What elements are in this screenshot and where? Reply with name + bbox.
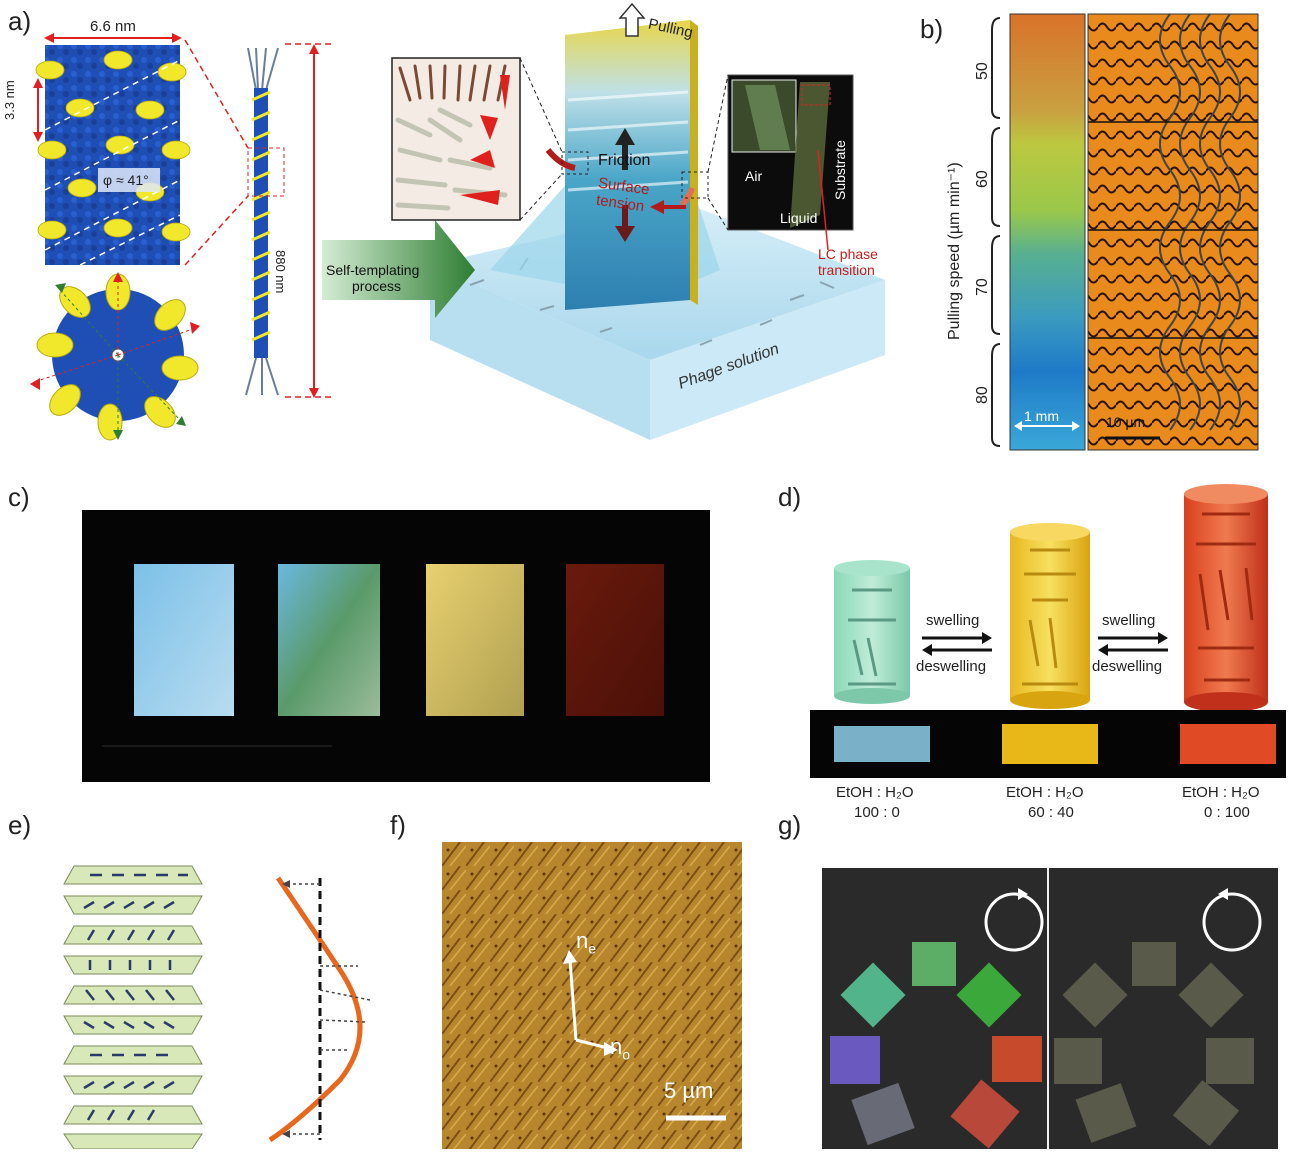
scale-10um-label: 10 µm xyxy=(1106,414,1146,430)
pulling-arrow xyxy=(618,2,646,37)
panel-b: Pulling speed (µm min⁻¹) 50 60 70 80 1 m… xyxy=(900,0,1290,460)
swelling-label-2: swelling xyxy=(1102,612,1156,629)
cylinder-yellow xyxy=(1010,523,1090,709)
film-green xyxy=(278,564,380,716)
helix-profile-curve xyxy=(268,876,363,1143)
panel-label-g: g) xyxy=(778,810,802,840)
panel-g xyxy=(822,868,1278,1149)
ne-arrow xyxy=(568,959,578,1041)
full-phage-filament xyxy=(245,47,285,396)
layer-molecules xyxy=(83,873,188,1121)
speed-tick-50: 50 xyxy=(974,62,991,80)
helicoid-overlay xyxy=(1159,13,1241,431)
texture-strip xyxy=(1087,13,1259,451)
film-orange xyxy=(1180,724,1276,764)
speed-tick-70: 70 xyxy=(974,278,991,296)
no-main: n xyxy=(610,1034,623,1059)
scale-5um-label: 5 µm xyxy=(664,1078,714,1103)
panel-label-f: f) xyxy=(390,810,406,840)
deswelling-label-1: deswelling xyxy=(916,658,987,675)
self-templating-label-1: Self-templating xyxy=(326,262,420,278)
film-yellow xyxy=(1002,724,1098,764)
panel-label-b: b) xyxy=(920,14,944,44)
panel-e xyxy=(40,850,400,1150)
self-templating-label-2: process xyxy=(352,278,402,294)
no-subscript: o xyxy=(622,1046,631,1063)
director-arrows xyxy=(286,883,371,1135)
air-label: Air xyxy=(745,168,763,184)
liquid-label: Liquid xyxy=(780,210,818,226)
panel-c xyxy=(82,510,710,782)
rotation-ccw-icon xyxy=(1202,892,1262,952)
panel-b-illustration xyxy=(991,13,1259,451)
curved-arrow-left xyxy=(545,148,576,171)
film-gold xyxy=(426,564,524,716)
panel-e-illustration xyxy=(63,865,371,1150)
self-templating-arrow xyxy=(322,220,475,318)
scale-1mm-label: 1 mm xyxy=(1024,408,1059,424)
swelling-label-1: swelling xyxy=(926,612,980,629)
curved-arrow-right xyxy=(679,187,695,207)
ne-label: ne xyxy=(576,928,596,956)
solvent-3-line1: EtOH : H₂O xyxy=(1182,784,1260,801)
zoom-lines-a xyxy=(184,39,335,398)
cylinder-red xyxy=(1184,484,1268,712)
substrate-label: Substrate xyxy=(832,140,848,200)
solvent-2-line1: EtOH : H₂O xyxy=(1006,784,1084,801)
pitch-label: 3.3 nm xyxy=(2,80,17,120)
layer-stack xyxy=(63,865,203,1150)
no-arrow xyxy=(575,1038,609,1050)
panel-label-c: c) xyxy=(8,482,30,512)
ne-main: n xyxy=(576,928,589,953)
length-label: 880 nm xyxy=(273,250,288,294)
lc-transition-label-2: transition xyxy=(818,262,875,278)
speed-brackets xyxy=(991,17,1001,447)
panel-label-d: d) xyxy=(778,482,802,512)
solvent-3-line2: 0 : 100 xyxy=(1204,804,1250,821)
row-dividers xyxy=(1088,121,1258,339)
solvent-2-line2: 60 : 40 xyxy=(1028,804,1074,821)
film-blue xyxy=(134,564,234,716)
panel-c-films xyxy=(102,564,664,747)
speed-tick-60: 60 xyxy=(974,170,991,188)
friction-label: Friction xyxy=(598,152,651,169)
lc-transition-label-1: LC phase xyxy=(818,246,878,262)
ne-subscript: e xyxy=(588,940,597,957)
dim-films xyxy=(1054,942,1254,1147)
film-teal xyxy=(834,726,930,762)
panel-g-photo xyxy=(830,868,1262,1149)
panel-d: swelling deswelling swelling deswelling … xyxy=(810,470,1290,830)
swelling-arrows-2 xyxy=(1098,632,1168,656)
solvent-1-line2: 100 : 0 xyxy=(854,804,900,821)
panel-label-e: e) xyxy=(8,810,32,840)
swelling-arrows-1 xyxy=(922,632,992,656)
phage-cross-section xyxy=(30,272,200,441)
coat-protein-blobs xyxy=(35,50,191,242)
panel-a: 6.6 nm 3.3 nm φ ≈ 41° 880 nm Pulling Fri… xyxy=(0,0,900,450)
film-red xyxy=(566,564,664,716)
width-label: 6.6 nm xyxy=(90,18,136,35)
solvent-1-line1: EtOH : H₂O xyxy=(836,784,914,801)
speed-axis-label: Pulling speed (µm min⁻¹) xyxy=(946,162,963,340)
panel-label-a: a) xyxy=(8,6,32,36)
angle-box xyxy=(98,168,160,192)
panel-f: ne no 5 µm xyxy=(442,842,742,1149)
panel-d-illustration xyxy=(810,484,1286,778)
panel-f-afm-image xyxy=(442,842,742,1149)
no-label: no xyxy=(610,1034,630,1062)
speed-tick-80: 80 xyxy=(974,386,991,404)
lit-films xyxy=(830,942,1042,1149)
angle-label: φ ≈ 41° xyxy=(103,172,149,188)
cylinder-teal xyxy=(834,560,910,704)
rotation-cw-icon xyxy=(984,892,1044,952)
panel-a-illustration xyxy=(30,2,885,441)
color-strip xyxy=(1009,13,1086,451)
deswelling-label-2: deswelling xyxy=(1092,658,1163,675)
